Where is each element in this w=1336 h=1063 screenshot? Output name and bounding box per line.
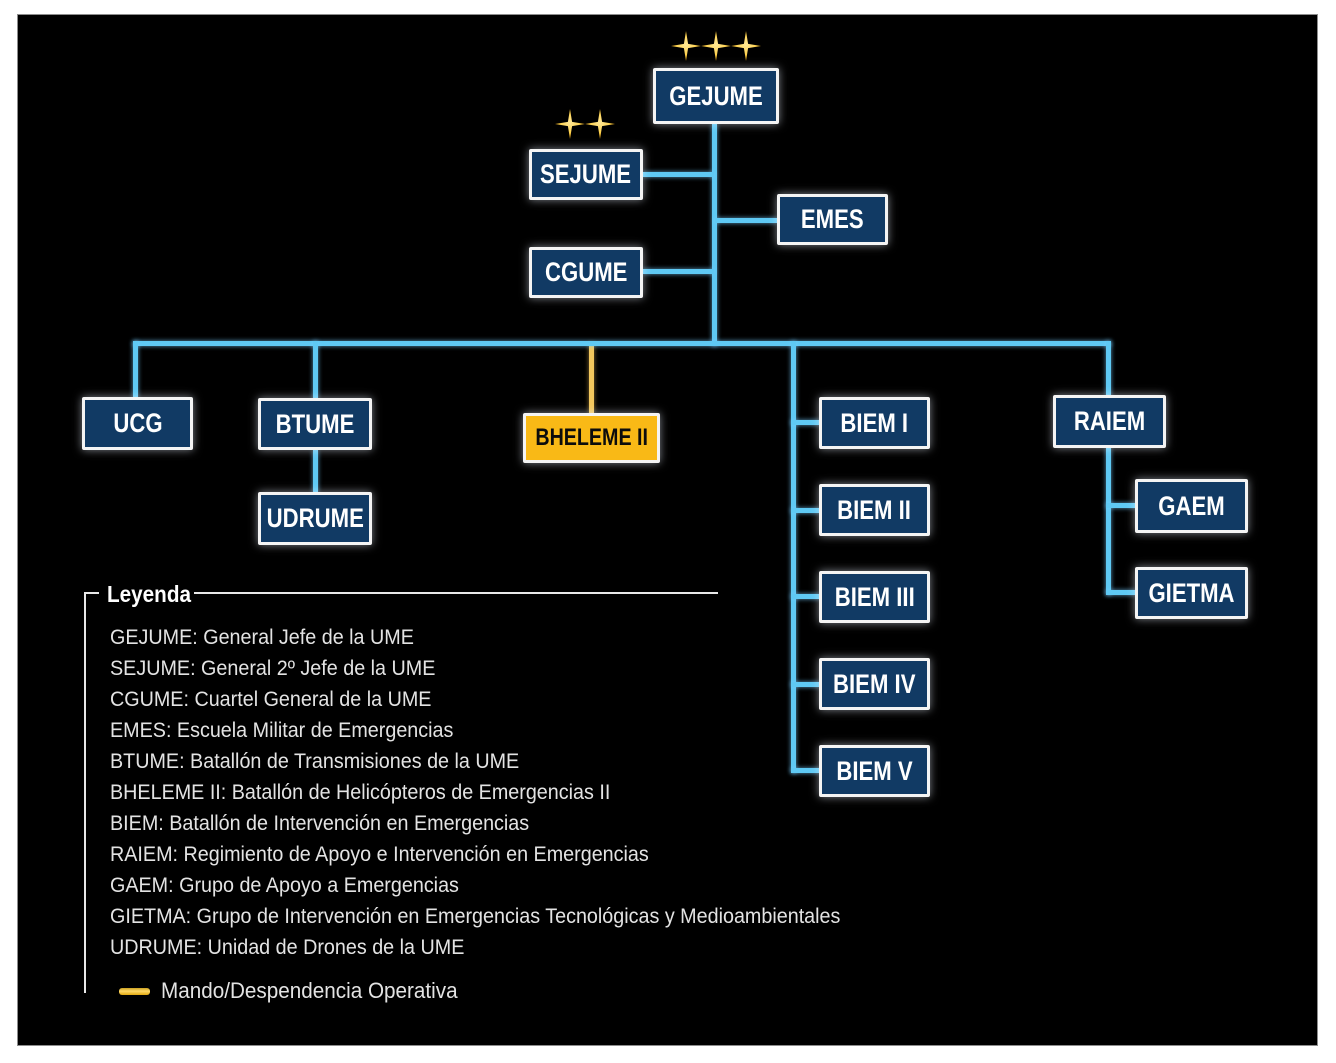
node-label: BIEM IV <box>833 668 916 699</box>
legend-entry: RAIEM: Regimiento de Apoyo e Intervenció… <box>110 843 649 866</box>
connector-biem1 <box>791 420 820 425</box>
node-sejume: SEJUME <box>529 149 643 200</box>
legend-entry: BIEM: Batallón de Intervención en Emerge… <box>110 812 530 835</box>
connector-biem4 <box>791 682 820 687</box>
node-emes: EMES <box>777 194 888 245</box>
node-biem3: BIEM III <box>819 571 930 623</box>
node-ucg: UCG <box>82 397 193 450</box>
node-label: BTUME <box>275 408 355 439</box>
node-label: BIEM II <box>837 494 912 525</box>
connector-raiem <box>1106 341 1111 396</box>
rank-star-icon <box>731 31 761 61</box>
connector-gietma <box>1106 590 1136 595</box>
legend-entry: SEJUME: General 2º Jefe de la UME <box>110 657 436 680</box>
legend-title: Leyenda <box>107 581 191 607</box>
connector-sejume <box>643 172 714 177</box>
node-label: BIEM V <box>836 755 913 786</box>
legend-frame-stub <box>84 592 99 594</box>
connector-raiem-sub-trunk <box>1106 448 1111 595</box>
node-bheleme2: BHELEME II <box>523 413 660 463</box>
node-label: UDRUME <box>266 503 364 533</box>
node-biem1: BIEM I <box>819 397 930 449</box>
node-cgume: CGUME <box>529 247 643 298</box>
connector-biem5 <box>791 768 820 773</box>
connector-gaem <box>1106 503 1136 508</box>
legend-entry: GEJUME: General Jefe de la UME <box>110 626 414 649</box>
connector-biem3 <box>791 594 820 599</box>
node-biem2: BIEM II <box>819 484 930 536</box>
node-label: BIEM I <box>840 407 909 438</box>
node-udrume: UDRUME <box>258 492 372 545</box>
node-label: GIETMA <box>1148 577 1235 608</box>
connector-biem-trunk <box>791 341 796 773</box>
legend-entry: BTUME: Batallón de Transmisiones de la U… <box>110 750 520 773</box>
sejume-rank-stars <box>555 109 615 139</box>
legend-entries: GEJUME: General Jefe de la UME SEJUME: G… <box>110 622 887 963</box>
legend-entry: CGUME: Cuartel General de la UME <box>110 688 432 711</box>
legend-entry: GIETMA: Grupo de Intervención en Emergen… <box>110 905 841 928</box>
connector-cgume <box>643 269 714 274</box>
legend-entry: UDRUME: Unidad de Drones de la UME <box>110 936 465 959</box>
node-label: CGUME <box>544 257 628 287</box>
node-gietma: GIETMA <box>1135 567 1248 619</box>
node-biem4: BIEM IV <box>819 658 930 710</box>
rank-star-icon <box>671 31 701 61</box>
node-label: RAIEM <box>1073 406 1146 436</box>
rank-star-icon <box>585 109 615 139</box>
node-biem5: BIEM V <box>819 745 930 797</box>
node-btume: BTUME <box>258 398 372 450</box>
node-label: GAEM <box>1158 490 1225 521</box>
connector-udrume <box>313 450 318 493</box>
node-label: UCG <box>112 408 163 438</box>
connector-biem2 <box>791 508 820 513</box>
node-label: BHELEME II <box>535 424 648 451</box>
node-gaem: GAEM <box>1135 479 1248 533</box>
rank-star-icon <box>555 109 585 139</box>
connector-bheleme2-operational <box>589 343 594 414</box>
chart-canvas <box>17 14 1318 1046</box>
node-label: EMES <box>801 204 864 234</box>
node-label: SEJUME <box>540 159 632 189</box>
legend-entry: GAEM: Grupo de Apoyo a Emergencias <box>110 874 459 897</box>
legend-entry: BHELEME II: Batallón de Helicópteros de … <box>110 781 611 804</box>
legend-title-rule <box>194 592 718 594</box>
connector-emes <box>715 218 777 223</box>
node-label: GEJUME <box>669 80 763 111</box>
legend-entry: EMES: Escuela Militar de Emergencias <box>110 719 454 742</box>
node-gejume: GEJUME <box>653 68 779 124</box>
legend-operational-label: Mando/Despendencia Operativa <box>161 978 458 1003</box>
node-raiem: RAIEM <box>1053 395 1166 448</box>
legend-operational-note: Mando/Despendencia Operativa <box>119 978 477 1004</box>
connector-gejume-trunk <box>712 124 717 346</box>
connector-main-horizontal <box>133 341 1111 346</box>
connector-ucg <box>133 341 138 398</box>
operational-line-swatch-icon <box>119 987 150 995</box>
rank-star-icon <box>701 31 731 61</box>
connector-btume <box>313 341 318 399</box>
legend-frame-left-border <box>84 593 86 993</box>
node-label: BIEM III <box>834 581 915 612</box>
gejume-rank-stars <box>671 31 761 61</box>
